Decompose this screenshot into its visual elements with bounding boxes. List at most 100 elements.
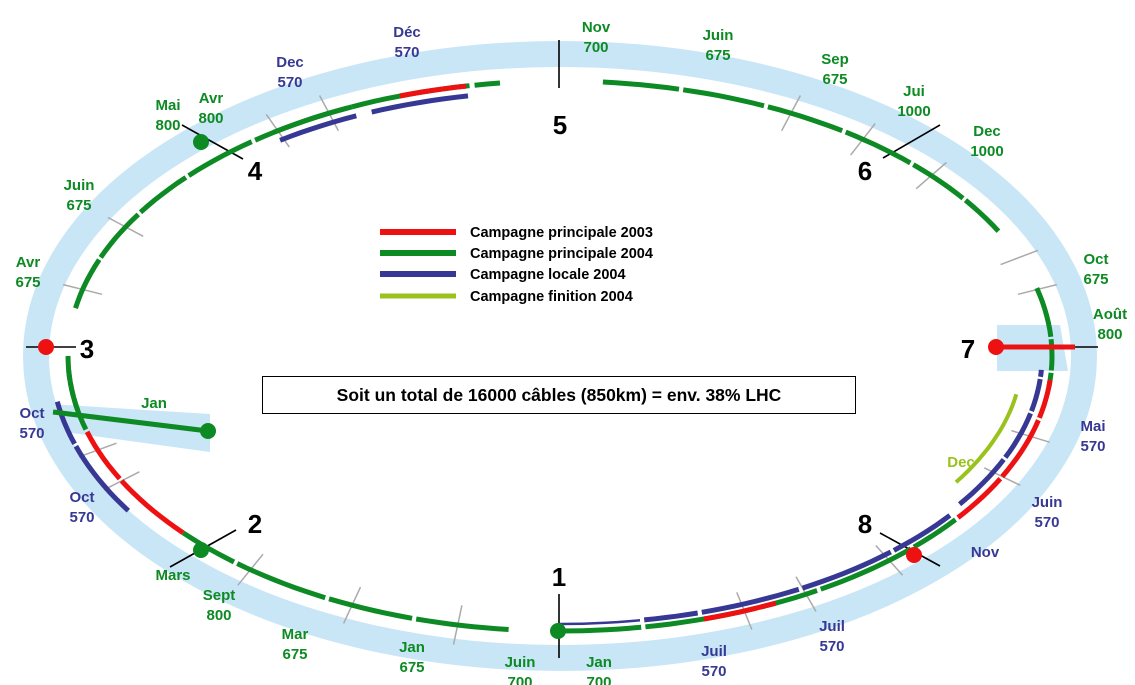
point-3-label: 3 — [80, 334, 94, 364]
amount-label-8: 800 — [155, 117, 180, 134]
month-label-2: Juin — [703, 27, 734, 44]
cable-segment-46 — [54, 400, 77, 445]
amount-label-6: 570 — [277, 74, 302, 91]
amount-label-27: 800 — [1097, 326, 1122, 343]
point-1-label: 1 — [552, 562, 566, 592]
cable-segment-35 — [559, 619, 641, 626]
month-label-9: Juin — [64, 177, 95, 194]
cable-segment-13 — [912, 162, 965, 201]
point-8-dot — [906, 547, 922, 563]
month-label-21: Juil — [819, 618, 845, 635]
amount-label-11: 570 — [19, 425, 44, 442]
month-label-8: Mai — [155, 97, 180, 114]
amount-label-17: 675 — [399, 659, 424, 676]
month-label-5: Dec — [973, 123, 1001, 140]
cable-segment-3 — [187, 139, 253, 178]
cable-segment-5 — [98, 212, 141, 259]
legend-label-2004: Campagne principale 2004 — [470, 246, 653, 262]
cable-segment-0 — [474, 80, 501, 88]
legend-label-finition-2004: Campagne finition 2004 — [470, 289, 633, 305]
cable-segment-22 — [1037, 379, 1053, 419]
point-6-label: 6 — [858, 156, 872, 186]
cable-segment-14 — [963, 198, 1001, 233]
cable-segment-27 — [819, 546, 913, 592]
month-label-12: Oct — [69, 489, 94, 506]
cable-segment-50 — [279, 113, 357, 143]
point-4-label: 4 — [248, 156, 263, 186]
branch-jan-dot — [200, 423, 216, 439]
point-2-dot — [193, 542, 209, 558]
month-label-25: Dec — [947, 454, 975, 471]
cable-segment-34 — [643, 610, 699, 623]
cable-segment-4 — [138, 175, 188, 215]
cable-segment-36 — [703, 600, 777, 622]
month-label-0: Déc — [393, 24, 421, 41]
cable-segment-39 — [236, 561, 326, 601]
month-label-6: Dec — [276, 54, 304, 71]
cable-segment-32 — [801, 549, 892, 591]
cable-segment-9 — [602, 79, 680, 92]
month-label-27: Août — [1093, 306, 1127, 323]
amount-label-0: 570 — [394, 44, 419, 61]
cable-segment-47 — [399, 83, 467, 99]
point-4-dot — [193, 134, 209, 150]
cable-segment-6 — [73, 258, 102, 310]
point-2-label: 2 — [248, 509, 262, 539]
amount-label-20: 570 — [701, 663, 726, 680]
amount-label-19: 700 — [586, 674, 611, 685]
month-label-20: Juil — [701, 643, 727, 660]
cable-segment-21 — [957, 457, 1006, 507]
cable-segment-15 — [1034, 287, 1054, 338]
amount-label-26: 675 — [1083, 271, 1108, 288]
amount-label-2: 675 — [705, 47, 730, 64]
amount-label-21: 570 — [819, 638, 844, 655]
amount-label-7: 800 — [198, 110, 223, 127]
point-1-dot — [550, 623, 566, 639]
amount-label-10: 675 — [15, 274, 40, 291]
cable-segment-44 — [65, 355, 76, 398]
month-label-22: Nov — [971, 544, 1000, 561]
month-label-7: Avr — [199, 90, 224, 107]
amount-label-24: 570 — [1080, 438, 1105, 455]
amount-label-16: 675 — [282, 646, 307, 663]
point-3-dot — [38, 339, 54, 355]
month-label-11: Oct — [19, 405, 44, 422]
cable-segments — [54, 79, 1055, 634]
legend-label-local-2004: Campagne locale 2004 — [470, 267, 626, 283]
cable-segment-11 — [767, 104, 844, 134]
cable-segment-26 — [912, 517, 957, 550]
cable-segment-10 — [682, 87, 765, 109]
cable-segment-42 — [84, 430, 122, 481]
month-label-13: Jan — [141, 395, 167, 412]
cable-segment-38 — [328, 596, 413, 621]
cable-segment-12 — [844, 129, 912, 166]
amount-label-4: 1000 — [897, 103, 930, 120]
legend: Campagne principale 2003 Campagne princi… — [380, 225, 653, 305]
total-summary-box: Soit un total de 16000 câbles (850km) = … — [262, 376, 856, 414]
month-label-24: Mai — [1080, 418, 1105, 435]
amount-label-1: 700 — [583, 39, 608, 56]
point-7-label: 7 — [961, 334, 975, 364]
amount-label-23: 570 — [1034, 514, 1059, 531]
point-7-dot — [988, 339, 1004, 355]
month-label-14: Mars — [155, 567, 190, 584]
amount-label-15: 800 — [206, 607, 231, 624]
point-5-label: 5 — [553, 110, 567, 140]
point-numbers: 1 2 3 4 5 6 7 8 — [80, 110, 975, 592]
cable-segment-18 — [1038, 369, 1044, 378]
month-label-15: Sept — [203, 587, 236, 604]
cable-segment-19 — [1029, 378, 1043, 412]
sector-tick-5 — [1000, 249, 1039, 266]
amount-label-12: 570 — [69, 509, 94, 526]
month-label-19: Jan — [586, 654, 612, 671]
cable-segment-30 — [559, 624, 642, 634]
cable-segment-33 — [701, 586, 800, 615]
month-label-23: Juin — [1032, 494, 1063, 511]
amount-label-3: 675 — [822, 71, 847, 88]
month-label-16: Mar — [282, 626, 309, 643]
cable-segment-37 — [415, 616, 509, 632]
point-8-label: 8 — [858, 509, 872, 539]
